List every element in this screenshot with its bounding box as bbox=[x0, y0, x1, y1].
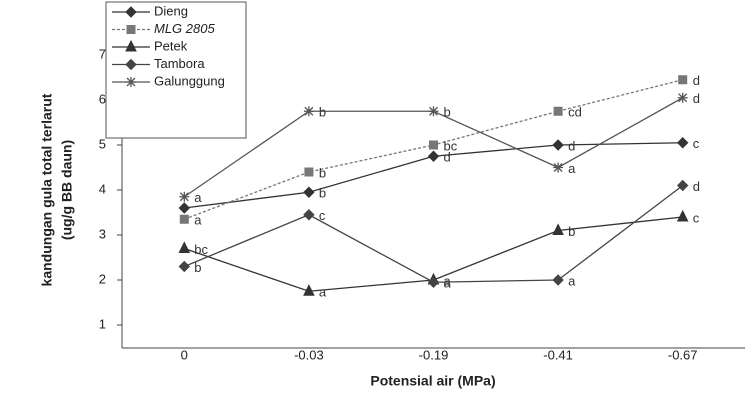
annotation: a bbox=[444, 276, 452, 291]
annotation: bc bbox=[194, 242, 208, 257]
legend-marker bbox=[126, 77, 136, 87]
x-tick-label: 0 bbox=[181, 347, 188, 362]
annotation: d bbox=[568, 138, 575, 153]
x-tick-label: -0.19 bbox=[419, 347, 449, 362]
marker bbox=[179, 203, 189, 213]
legend-label: Dieng bbox=[154, 3, 188, 18]
annotation: a bbox=[568, 161, 576, 176]
annotation: b bbox=[319, 165, 326, 180]
annotation: bc bbox=[444, 138, 458, 153]
legend-marker bbox=[127, 26, 135, 34]
annotation: c bbox=[319, 208, 326, 223]
annotation: c bbox=[693, 136, 700, 151]
annotation: b bbox=[194, 260, 201, 275]
annotation: a bbox=[568, 273, 576, 288]
x-axis-title: Potensial air (MPa) bbox=[370, 373, 495, 389]
x-tick-label: -0.41 bbox=[543, 347, 573, 362]
marker bbox=[304, 106, 314, 116]
marker bbox=[429, 151, 439, 161]
y-tick-label: 3 bbox=[99, 226, 106, 241]
marker bbox=[429, 106, 439, 116]
marker bbox=[304, 187, 314, 197]
annotation: a bbox=[194, 213, 202, 228]
y-tick-label: 1 bbox=[99, 316, 106, 331]
marker bbox=[679, 76, 687, 84]
annotation: b bbox=[319, 105, 326, 120]
annotation: b bbox=[568, 224, 575, 239]
marker bbox=[554, 107, 562, 115]
y-tick-label: 4 bbox=[99, 181, 106, 196]
marker bbox=[553, 140, 563, 150]
annotation: b bbox=[319, 186, 326, 201]
marker bbox=[180, 215, 188, 223]
y-tick-label: 5 bbox=[99, 136, 106, 151]
marker bbox=[179, 262, 189, 272]
annotation: d bbox=[693, 91, 700, 106]
y-axis-title: (ug/g BB daun) bbox=[59, 140, 75, 240]
legend: Dieng MLG 2805 Petek Tambora Galunggung bbox=[106, 2, 246, 138]
annotation: c bbox=[693, 210, 700, 225]
chart: Potensial air (MPa) kandungan gula total… bbox=[0, 0, 747, 395]
annotation: d bbox=[693, 73, 700, 88]
y-axis-title: kandungan gula total terlarut bbox=[39, 93, 55, 286]
y-tick-label: 2 bbox=[99, 271, 106, 286]
x-tick-label: -0.67 bbox=[668, 347, 698, 362]
marker bbox=[430, 141, 438, 149]
marker bbox=[678, 211, 688, 221]
marker bbox=[553, 163, 563, 173]
y-tick-label: 7 bbox=[99, 46, 106, 61]
marker bbox=[305, 168, 313, 176]
marker bbox=[678, 138, 688, 148]
legend-label: Tambora bbox=[154, 56, 205, 71]
series-line bbox=[184, 186, 682, 283]
legend-label: MLG 2805 bbox=[154, 21, 215, 36]
annotation: b bbox=[444, 105, 451, 120]
annotation: cd bbox=[568, 105, 582, 120]
annotation: a bbox=[319, 285, 327, 300]
marker bbox=[179, 192, 189, 202]
marker bbox=[179, 243, 189, 253]
y-tick-label: 6 bbox=[99, 91, 106, 106]
legend-label: Petek bbox=[154, 38, 188, 53]
legend-label: Galunggung bbox=[154, 73, 225, 88]
annotation: a bbox=[194, 190, 202, 205]
marker bbox=[553, 275, 563, 285]
x-tick-label: -0.03 bbox=[294, 347, 324, 362]
annotation: d bbox=[693, 179, 700, 194]
marker bbox=[678, 181, 688, 191]
marker bbox=[304, 210, 314, 220]
marker bbox=[678, 93, 688, 103]
